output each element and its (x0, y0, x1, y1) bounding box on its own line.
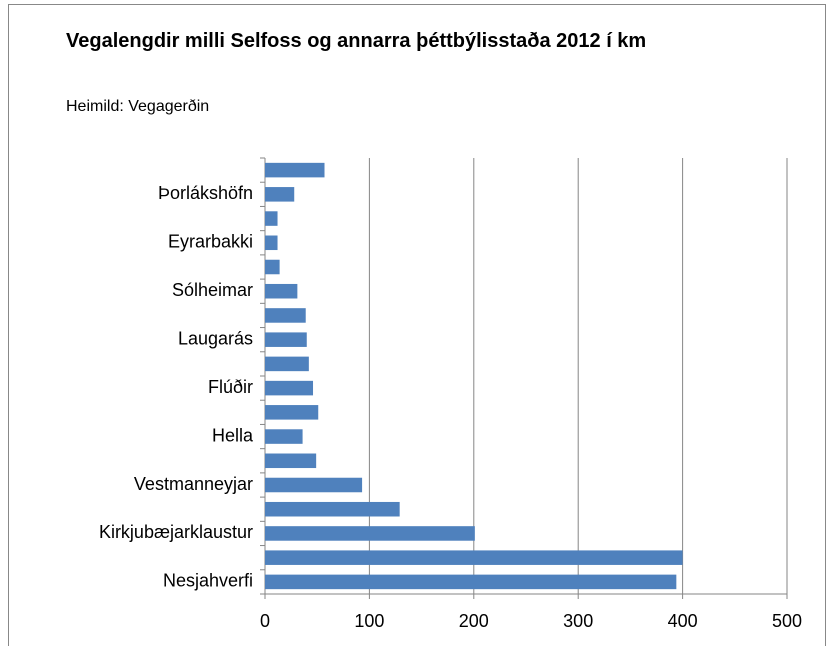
bar (265, 211, 278, 226)
y-tick-label: Laugarás (178, 328, 253, 348)
bar (265, 332, 307, 347)
chart-title: Vegalengdir milli Selfoss og annarra þét… (66, 30, 647, 52)
bar (265, 187, 295, 202)
bar (265, 356, 309, 372)
chart-frame (8, 4, 826, 646)
bar (265, 235, 278, 251)
bar (265, 501, 400, 517)
y-tick-label: Þorlákshöfn (158, 183, 253, 203)
x-tick-label: 400 (668, 611, 698, 631)
bar (265, 162, 325, 178)
bar (265, 259, 280, 275)
y-tick-label: Kirkjubæjarklaustur (99, 522, 253, 542)
bar (265, 453, 317, 469)
x-tick-label: 100 (354, 611, 384, 631)
y-tick-label: Sólheimar (172, 280, 253, 300)
bar (265, 550, 683, 565)
x-tick-label: 0 (260, 611, 270, 631)
bar (265, 380, 314, 396)
y-tick-label: Eyrarbakki (168, 232, 253, 252)
bar (265, 429, 303, 444)
bar (265, 574, 677, 590)
x-tick-label: 500 (772, 611, 802, 631)
bar (265, 526, 475, 541)
y-tick-label: Vestmanneyjar (134, 474, 253, 494)
bar (265, 405, 319, 420)
bar (265, 477, 363, 493)
bar (265, 308, 306, 323)
y-tick-label: Flúðir (208, 377, 253, 397)
x-tick-label: 200 (459, 611, 489, 631)
x-tick-label: 300 (563, 611, 593, 631)
y-tick-label: Hella (212, 425, 254, 445)
y-tick-label: Nesjahverfi (163, 571, 253, 591)
bar (265, 283, 298, 299)
chart-subtitle: Heimild: Vegagerðin (66, 98, 210, 115)
